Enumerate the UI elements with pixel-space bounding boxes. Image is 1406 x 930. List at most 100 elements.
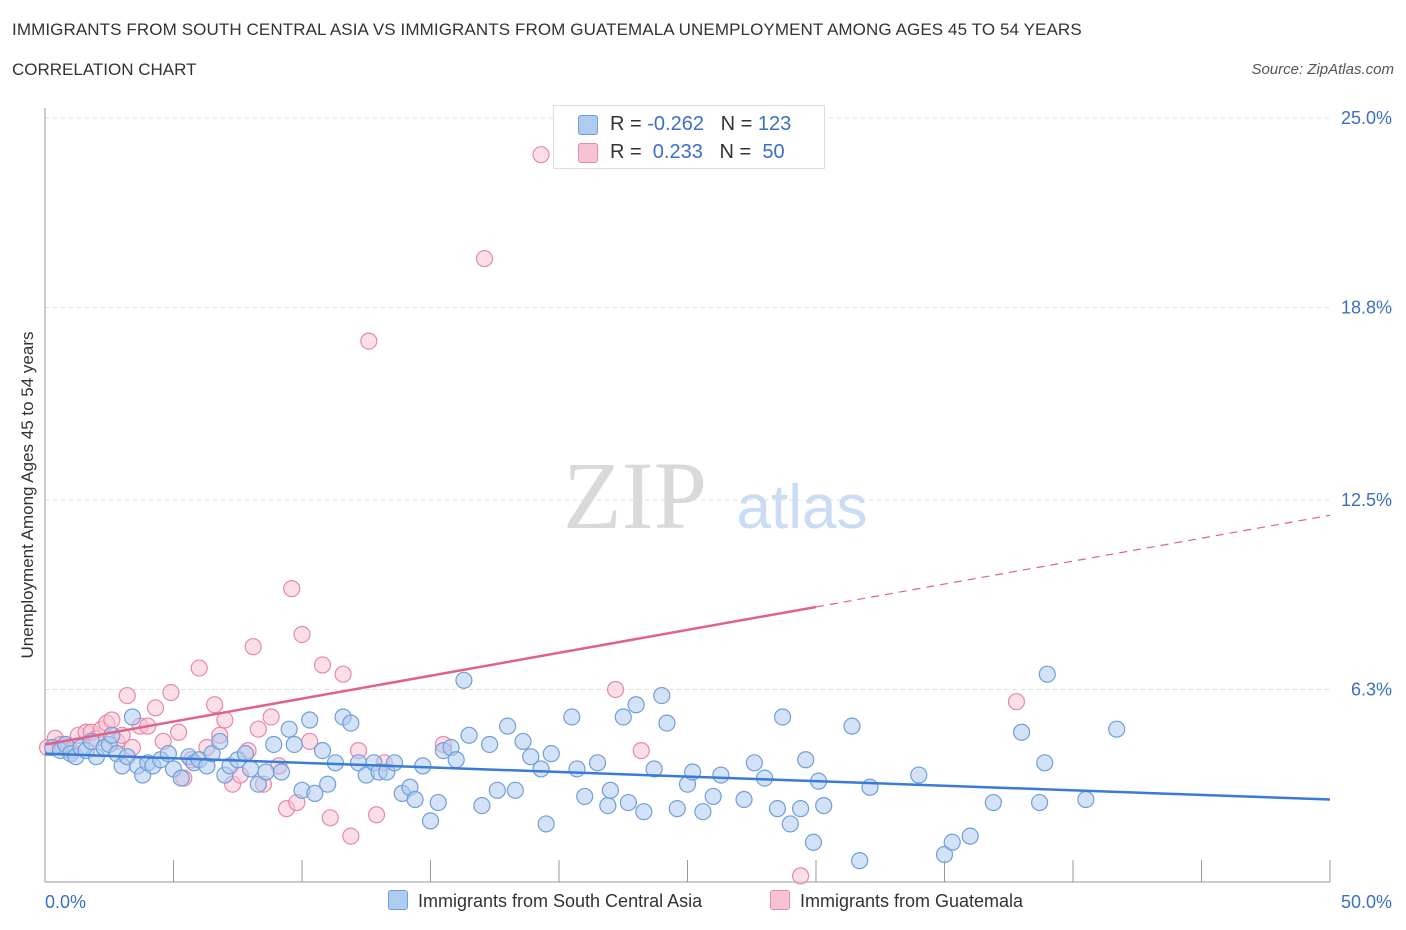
chart-subtitle: CORRELATION CHART — [12, 60, 197, 79]
data-point-guatemala — [367, 806, 386, 824]
grid — [45, 117, 1330, 690]
data-point-south-central-asia — [635, 803, 653, 821]
data-point-guatemala — [103, 711, 121, 729]
data-point-south-central-asia — [601, 781, 620, 799]
data-point-south-central-asia — [265, 735, 283, 754]
data-point-south-central-asia — [984, 793, 1002, 812]
data-point-south-central-asia — [781, 815, 799, 833]
data-point-south-central-asia — [280, 720, 298, 738]
data-point-south-central-asia — [843, 717, 861, 735]
data-point-south-central-asia — [306, 784, 324, 802]
data-point-guatemala — [283, 580, 301, 598]
data-point-south-central-asia — [735, 790, 753, 809]
data-point-south-central-asia — [815, 796, 833, 815]
data-point-south-central-asia — [385, 754, 404, 772]
data-point-south-central-asia — [704, 787, 722, 806]
data-point-guatemala — [321, 809, 339, 827]
data-point-south-central-asia — [532, 760, 550, 778]
data-point-south-central-asia — [653, 686, 671, 705]
tick-labels: 6.3% 12.5% 18.8% 25.0% 0.0% 50.0% — [45, 108, 1392, 912]
bottom-legend-guatemala: Immigrants from Guatemala — [770, 890, 1023, 912]
data-point-south-central-asia — [473, 796, 491, 815]
legend-r-value: -0.262 — [647, 113, 704, 135]
legend-swatch-blue — [388, 890, 408, 910]
y-tick-label: 6.3% — [1351, 679, 1392, 699]
trend-line-south-central-asia — [44, 752, 1331, 801]
data-point-guatemala — [206, 696, 224, 714]
data-point-south-central-asia — [172, 769, 190, 787]
data-point-south-central-asia — [542, 745, 560, 763]
data-point-guatemala — [334, 665, 352, 683]
source-label: Source: ZipAtlas.com — [1251, 61, 1394, 78]
data-point-guatemala — [118, 686, 136, 705]
legend-n-value: 123 — [757, 113, 792, 135]
x-tick-label: 50.0% — [1341, 892, 1392, 912]
data-point-south-central-asia — [910, 766, 928, 784]
data-point-south-central-asia — [257, 763, 275, 781]
data-point-guatemala — [244, 638, 262, 656]
data-point-south-central-asia — [447, 751, 465, 769]
legend-swatch-blue — [578, 115, 598, 135]
data-point-south-central-asia — [242, 760, 260, 778]
data-point-guatemala — [475, 249, 494, 268]
data-point-south-central-asia — [506, 781, 524, 799]
legend-n-value: 50 — [756, 141, 785, 163]
data-point-south-central-asia — [658, 714, 676, 732]
correlation-legend: R = -0.262 N = 123 R = 0.233 N = 50 — [553, 105, 825, 169]
y-tick-label: 18.8% — [1341, 297, 1392, 317]
data-point-south-central-asia — [943, 833, 961, 851]
data-point-south-central-asia — [668, 800, 686, 818]
data-point-south-central-asia — [712, 766, 730, 784]
watermark-zip: ZIP — [563, 442, 707, 549]
legend-n-label: N = — [720, 113, 758, 135]
legend-swatch-pink — [770, 890, 790, 910]
data-point-south-central-asia — [599, 796, 617, 815]
data-point-south-central-asia — [563, 708, 581, 726]
data-point-south-central-asia — [236, 745, 255, 763]
data-point-south-central-asia — [694, 803, 712, 821]
trend-line-guatemala-extrapolated — [815, 514, 1331, 608]
data-point-guatemala — [1007, 693, 1026, 711]
data-point-south-central-asia — [123, 708, 141, 726]
data-point-guatemala — [262, 708, 280, 726]
data-point-south-central-asia — [645, 760, 663, 778]
data-point-south-central-asia — [773, 708, 792, 726]
y-tick-label: 25.0% — [1341, 108, 1392, 128]
data-point-south-central-asia — [961, 827, 979, 845]
data-point-south-central-asia — [522, 748, 540, 766]
data-point-south-central-asia — [1012, 723, 1031, 741]
data-point-guatemala — [162, 683, 180, 702]
y-tick-label: 12.5% — [1341, 490, 1392, 510]
data-point-south-central-asia — [768, 800, 787, 818]
legend-n-label: N = — [719, 141, 757, 163]
data-point-south-central-asia — [791, 800, 810, 818]
data-point-south-central-asia — [460, 726, 478, 744]
data-point-south-central-asia — [211, 732, 229, 751]
data-point-south-central-asia — [935, 845, 954, 864]
data-point-south-central-asia — [568, 760, 586, 778]
watermark-atlas: atlas — [737, 473, 868, 542]
legend-r-value: 0.233 — [647, 141, 703, 163]
data-point-south-central-asia — [745, 754, 763, 772]
data-point-south-central-asia — [1108, 720, 1126, 738]
x-tick-label: 0.0% — [45, 892, 86, 912]
legend-swatch-pink — [578, 143, 598, 163]
data-point-south-central-asia — [537, 815, 555, 833]
data-point-south-central-asia — [481, 735, 499, 754]
data-point-south-central-asia — [103, 726, 121, 744]
data-point-south-central-asia — [1030, 793, 1049, 812]
data-point-south-central-asia — [455, 671, 473, 689]
data-point-guatemala — [360, 332, 378, 350]
data-point-south-central-asia — [619, 793, 637, 812]
data-point-south-central-asia — [249, 775, 267, 793]
data-point-south-central-asia — [499, 717, 517, 735]
data-point-guatemala — [170, 723, 188, 741]
data-point-guatemala — [342, 827, 360, 845]
data-point-south-central-asia — [588, 754, 607, 772]
data-point-south-central-asia — [1077, 790, 1095, 809]
data-point-guatemala — [313, 656, 332, 674]
data-point-guatemala — [632, 741, 650, 760]
legend-r-label: R = — [610, 141, 648, 163]
data-point-south-central-asia — [313, 741, 332, 760]
